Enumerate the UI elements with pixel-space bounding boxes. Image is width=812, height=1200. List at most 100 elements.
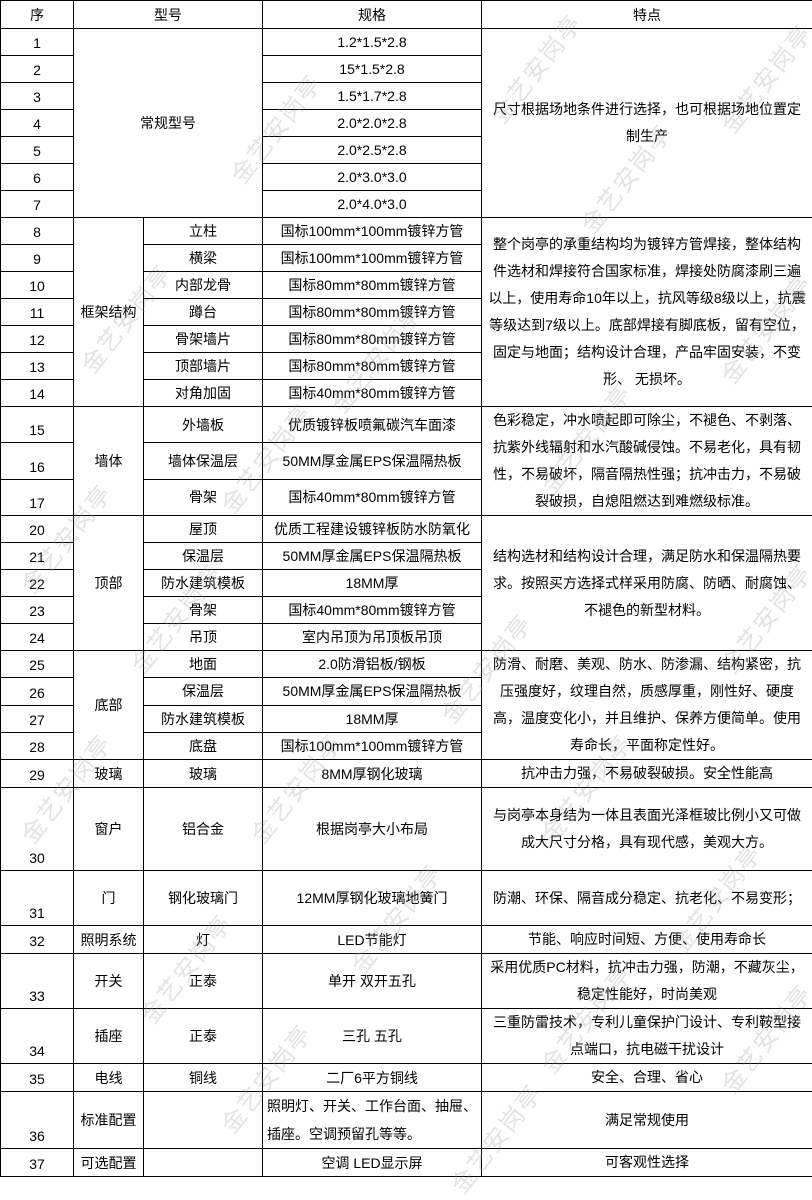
seq-cell: 1 <box>1 29 74 56</box>
header-row: 序 型号 规格 特点 <box>1 1 812 29</box>
feature-cell: 采用优质PC材料，抗冲击力强，防潮，不藏灰尘，稳定性能好，时尚美观 <box>482 954 812 1009</box>
category-cell: 电线 <box>74 1064 144 1092</box>
header-model: 型号 <box>74 1 263 29</box>
seq-cell: 35 <box>1 1064 74 1092</box>
spec-cell: 国标80mm*80mm镀锌方管 <box>263 299 482 326</box>
seq-cell: 29 <box>1 760 74 788</box>
seq-cell: 3 <box>1 83 74 110</box>
part-cell: 骨架 <box>144 479 263 515</box>
part-cell: 内部龙骨 <box>144 272 263 299</box>
spec-cell: 50MM厚金属EPS保温隔热板 <box>263 443 482 479</box>
feature-cell: 结构选材和结构设计合理，满足防水和保温隔热要求。按照买方选择式样采用防腐、防晒、… <box>482 516 812 651</box>
seq-cell: 8 <box>1 218 74 245</box>
seq-cell: 32 <box>1 926 74 954</box>
spec-cell: 50MM厚金属EPS保温隔热板 <box>263 678 482 705</box>
spec-cell: 12MM厚钢化玻璃地簧门 <box>263 871 482 926</box>
header-spec: 规格 <box>263 1 482 29</box>
spec-cell: 2.0防滑铝板/钢板 <box>263 651 482 678</box>
feature-cell: 抗冲击力强，不易破裂破损。安全性能高 <box>482 760 812 788</box>
part-cell: 骨架墙片 <box>144 326 263 353</box>
part-cell: 骨架 <box>144 597 263 624</box>
seq-cell: 27 <box>1 705 74 732</box>
seq-cell: 13 <box>1 353 74 380</box>
category-cell: 框架结构 <box>74 218 144 407</box>
spec-cell: 单开 双开五孔 <box>263 954 482 1009</box>
seq-cell: 24 <box>1 624 74 651</box>
spec-cell: 国标100mm*100mm镀锌方管 <box>263 732 482 759</box>
feature-cell: 节能、响应时间短、方便、使用寿命长 <box>482 926 812 954</box>
part-cell: 正泰 <box>144 954 263 1009</box>
spec-cell: 国标80mm*80mm镀锌方管 <box>263 272 482 299</box>
spec-cell: 国标100mm*100mm镀锌方管 <box>263 218 482 245</box>
seq-cell: 15 <box>1 407 74 443</box>
part-cell: 地面 <box>144 651 263 678</box>
category-cell: 窗户 <box>74 788 144 871</box>
feature-cell: 尺寸根据场地条件进行选择，也可根据场地位置定制生产 <box>482 29 812 218</box>
spec-cell: 国标40mm*80mm镀锌方管 <box>263 479 482 515</box>
seq-cell: 9 <box>1 245 74 272</box>
seq-cell: 22 <box>1 570 74 597</box>
spec-cell: 18MM厚 <box>263 705 482 732</box>
part-cell: 屋顶 <box>144 516 263 543</box>
part-cell: 玻璃 <box>144 760 263 788</box>
seq-cell: 16 <box>1 443 74 479</box>
part-cell: 钢化玻璃门 <box>144 871 263 926</box>
spec-cell: 15*1.5*2.8 <box>263 56 482 83</box>
seq-cell: 4 <box>1 110 74 137</box>
seq-cell: 31 <box>1 871 74 926</box>
spec-cell: 18MM厚 <box>263 570 482 597</box>
category-cell: 可选配置 <box>74 1149 144 1177</box>
seq-cell: 33 <box>1 954 74 1009</box>
category-cell: 墙体 <box>74 407 144 516</box>
feature-cell: 三重防雷技术，专利儿童保护门设计、专利鞍型接点端口，抗电磁干扰设计 <box>482 1009 812 1064</box>
spec-cell: 国标80mm*80mm镀锌方管 <box>263 353 482 380</box>
seq-cell: 14 <box>1 380 74 407</box>
seq-cell: 37 <box>1 1149 74 1177</box>
part-cell: 墙体保温层 <box>144 443 263 479</box>
part-cell: 灯 <box>144 926 263 954</box>
seq-cell: 17 <box>1 479 74 515</box>
part-cell: 外墙板 <box>144 407 263 443</box>
seq-cell: 28 <box>1 732 74 759</box>
part-cell: 防水建筑模板 <box>144 705 263 732</box>
seq-cell: 21 <box>1 543 74 570</box>
spec-cell: 1.5*1.7*2.8 <box>263 83 482 110</box>
spec-cell: 8MM厚钢化玻璃 <box>263 760 482 788</box>
feature-cell: 可客观性选择 <box>482 1149 812 1177</box>
spec-cell: 根据岗亭大小布局 <box>263 788 482 871</box>
seq-cell: 26 <box>1 678 74 705</box>
part-cell: 保温层 <box>144 678 263 705</box>
part-cell: 立柱 <box>144 218 263 245</box>
part-cell: 对角加固 <box>144 380 263 407</box>
feature-cell: 安全、合理、省心 <box>482 1064 812 1092</box>
spec-cell: 三孔 五孔 <box>263 1009 482 1064</box>
spec-cell: 国标40mm*80mm镀锌方管 <box>263 597 482 624</box>
feature-cell: 防滑、耐磨、美观、防水、防渗漏、结构紧密，抗压强度好，纹理自然，质感厚重，刚性好… <box>482 651 812 760</box>
spec-cell: 国标80mm*80mm镀锌方管 <box>263 326 482 353</box>
spec-cell: LED节能灯 <box>263 926 482 954</box>
part-cell: 顶部墙片 <box>144 353 263 380</box>
part-cell: 底盘 <box>144 732 263 759</box>
category-cell: 顶部 <box>74 516 144 651</box>
spec-cell: 2.0*3.0*3.0 <box>263 164 482 191</box>
category-cell: 门 <box>74 871 144 926</box>
part-cell: 铜线 <box>144 1064 263 1092</box>
category-cell: 常规型号 <box>74 29 263 218</box>
spec-cell: 空调 LED显示屏 <box>263 1149 482 1177</box>
seq-cell: 34 <box>1 1009 74 1064</box>
feature-cell: 防潮、环保、隔音成分稳定、抗老化、不易变形； <box>482 871 812 926</box>
category-cell: 标准配置 <box>74 1092 144 1149</box>
seq-cell: 30 <box>1 788 74 871</box>
feature-cell: 色彩稳定，冲水喷起即可除尘，不褪色、不剥落、抗紫外线辐射和水汽酸碱侵蚀。不易老化… <box>482 407 812 516</box>
category-cell: 底部 <box>74 651 144 760</box>
part-cell: 横梁 <box>144 245 263 272</box>
part-cell: 防水建筑模板 <box>144 570 263 597</box>
